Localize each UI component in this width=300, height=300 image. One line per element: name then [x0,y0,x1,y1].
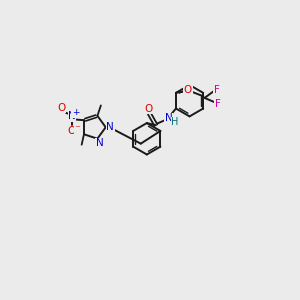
Text: N: N [165,113,172,123]
Text: F: F [214,99,220,109]
Text: O: O [57,103,65,113]
Text: N: N [96,138,104,148]
Text: ⁻: ⁻ [75,124,80,134]
Text: O: O [184,85,192,95]
Text: N: N [106,122,114,132]
Text: F: F [214,85,220,94]
Text: O: O [145,103,153,113]
Text: O: O [68,126,76,136]
Text: N: N [68,111,76,121]
Text: H: H [171,117,179,128]
Text: +: + [72,108,80,117]
